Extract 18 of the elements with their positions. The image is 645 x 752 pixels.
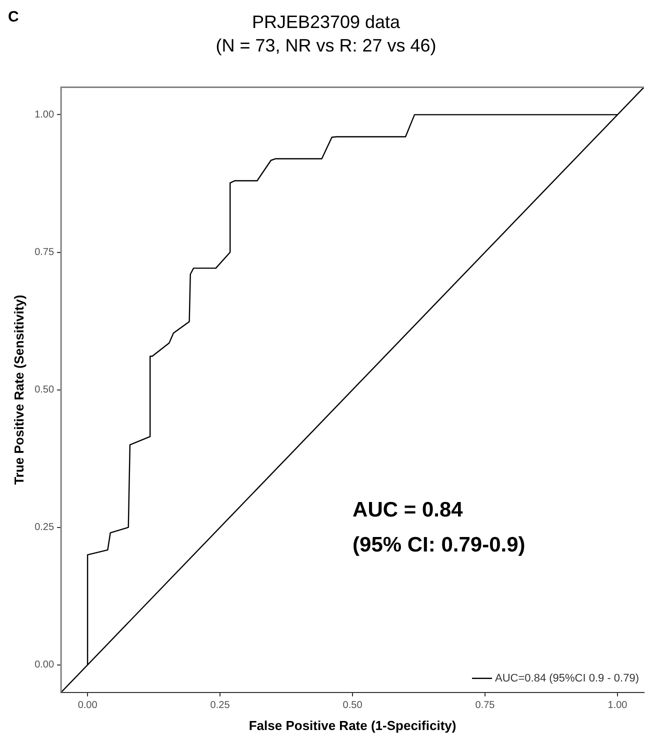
chart-title: PRJEB23709 data xyxy=(252,12,402,32)
x-axis-title: False Positive Rate (1-Specificity) xyxy=(248,718,456,733)
x-tick-label: 0.50 xyxy=(342,700,363,712)
y-tick-label: 0.00 xyxy=(34,660,54,671)
x-tick-label: 0.00 xyxy=(78,700,98,712)
y-tick-label: 0.50 xyxy=(34,384,54,396)
legend-label: AUC=0.84 (95%CI 0.9 - 0.79) xyxy=(495,672,640,684)
y-axis-title: True Positive Rate (Sensitivity) xyxy=(11,294,26,485)
text: C xyxy=(8,8,19,26)
x-tick-label: 1.00 xyxy=(608,700,628,712)
annotation: AUC = 0.84 xyxy=(352,498,464,522)
x-tick-label: 0.25 xyxy=(210,700,230,712)
y-tick-label: 0.75 xyxy=(34,247,54,258)
annotation: (95% CI: 0.79-0.9) xyxy=(352,534,526,557)
x-tick-label: 0.75 xyxy=(475,700,496,712)
y-tick-label: 0.25 xyxy=(34,522,54,534)
y-tick-label: 1.00 xyxy=(34,109,54,120)
chart-subtitle: (N = 73, NR vs R: 27 vs 46) xyxy=(216,35,436,56)
